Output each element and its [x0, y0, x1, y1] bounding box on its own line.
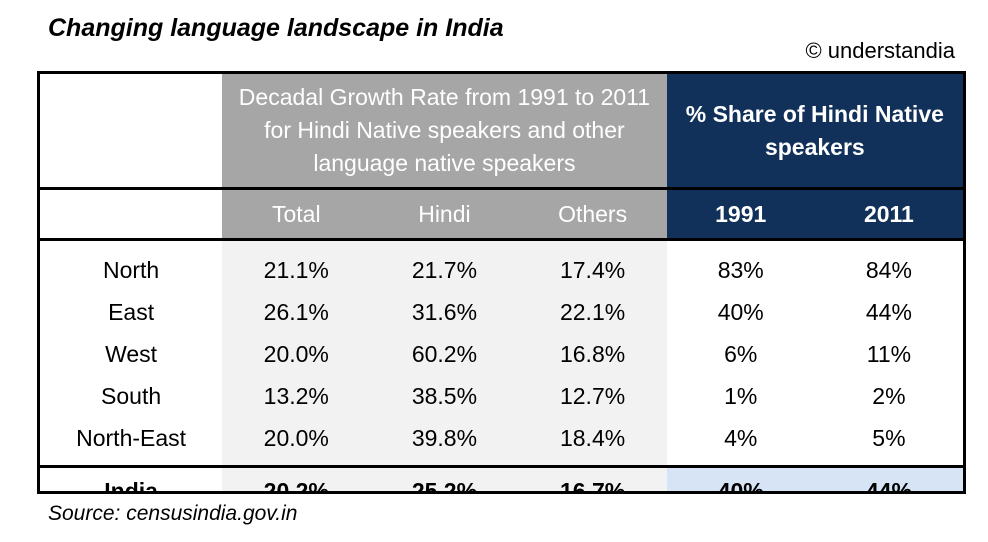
spacer-cell [222, 239, 371, 249]
cell-share-1991: 83% [717, 256, 764, 283]
column-header-total: Total [222, 188, 371, 241]
spacer-cell [40, 459, 222, 467]
column-header-others: Others [518, 188, 667, 241]
table-row: South 13.2% 38.5% 12.7% 1% 2% [40, 375, 963, 417]
cell-share-1991: 4% [724, 424, 758, 451]
cell-region: South [101, 382, 162, 409]
growth-rate-header: Decadal Growth Rate from 1991 to 2011 fo… [222, 74, 667, 190]
cell-others: 22.1% [518, 291, 667, 333]
spacer-cell [667, 240, 815, 250]
table-row: North 21.1% 21.7% 17.4% 83% 84% [40, 249, 963, 291]
cell-total: 26.1% [222, 291, 371, 333]
spacer-cell [815, 240, 963, 250]
source-note: Source: censusindia.gov.in [48, 502, 298, 525]
cell-others: 16.7% [518, 465, 667, 491]
cell-others: 12.7% [518, 375, 667, 417]
group-header-row: Decadal Growth Rate from 1991 to 2011 fo… [40, 74, 963, 190]
cell-share-2011: 84% [865, 256, 912, 283]
spacer-cell [370, 459, 519, 467]
cell-total: 20.0% [222, 417, 371, 459]
cell-hindi: 60.2% [370, 333, 519, 375]
cell-hindi: 25.2% [370, 465, 519, 491]
cell-total: 20.0% [222, 333, 371, 375]
cell-total: 13.2% [222, 375, 371, 417]
cell-share-1991: 40% [666, 465, 815, 491]
chart-title: Changing language landscape in India [48, 14, 504, 42]
cell-total: 20.2% [222, 465, 371, 491]
hindi-share-header: % Share of Hindi Native speakers [666, 74, 963, 190]
cell-hindi: 31.6% [370, 291, 519, 333]
spacer-cell [518, 459, 667, 467]
cell-others: 18.4% [518, 417, 667, 459]
table-row: West 20.0% 60.2% 16.8% 6% 11% [40, 333, 963, 375]
column-header-1991: 1991 [666, 188, 815, 241]
cell-region: East [108, 298, 155, 325]
spacer-cell [222, 459, 371, 467]
spacer-cell [370, 239, 519, 249]
cell-share-2011: 2% [872, 382, 906, 409]
cell-share-1991: 1% [724, 382, 758, 409]
cell-others: 16.8% [518, 333, 667, 375]
header-blank-cell [40, 74, 223, 190]
spacer-cell [40, 240, 222, 250]
column-header-region [40, 188, 223, 241]
column-header-row: Total Hindi Others 1991 2011 [40, 188, 963, 241]
table-row: North-East 20.0% 39.8% 18.4% 4% 5% [40, 417, 963, 459]
cell-hindi: 38.5% [370, 375, 519, 417]
cell-share-1991: 6% [724, 340, 758, 367]
spacer-cell [518, 239, 667, 249]
data-table: Decadal Growth Rate from 1991 to 2011 fo… [40, 74, 963, 491]
spacer-row [40, 459, 963, 467]
cell-share-2011: 11% [866, 340, 912, 367]
cell-region: India [40, 465, 223, 491]
table-row: East 26.1% 31.6% 22.1% 40% 44% [40, 291, 963, 333]
cell-share-1991: 40% [717, 298, 764, 325]
column-header-2011: 2011 [814, 188, 963, 241]
cell-total: 21.1% [222, 249, 371, 291]
spacer-row [40, 239, 963, 250]
total-row: India 20.2% 25.2% 16.7% 40% 44% [40, 465, 963, 491]
cell-region: West [105, 340, 158, 367]
column-header-hindi: Hindi [370, 188, 519, 241]
cell-region: North-East [76, 424, 187, 451]
spacer-cell [667, 459, 815, 467]
data-table-frame: Decadal Growth Rate from 1991 to 2011 fo… [37, 71, 966, 494]
cell-share-2011: 5% [872, 424, 906, 451]
spacer-cell [815, 459, 963, 467]
cell-share-2011: 44% [814, 465, 963, 491]
cell-share-2011: 44% [865, 298, 912, 325]
cell-others: 17.4% [518, 249, 667, 291]
copyright-notice: © understandia [805, 38, 955, 63]
cell-region: North [102, 256, 160, 283]
cell-hindi: 21.7% [370, 249, 519, 291]
cell-hindi: 39.8% [370, 417, 519, 459]
